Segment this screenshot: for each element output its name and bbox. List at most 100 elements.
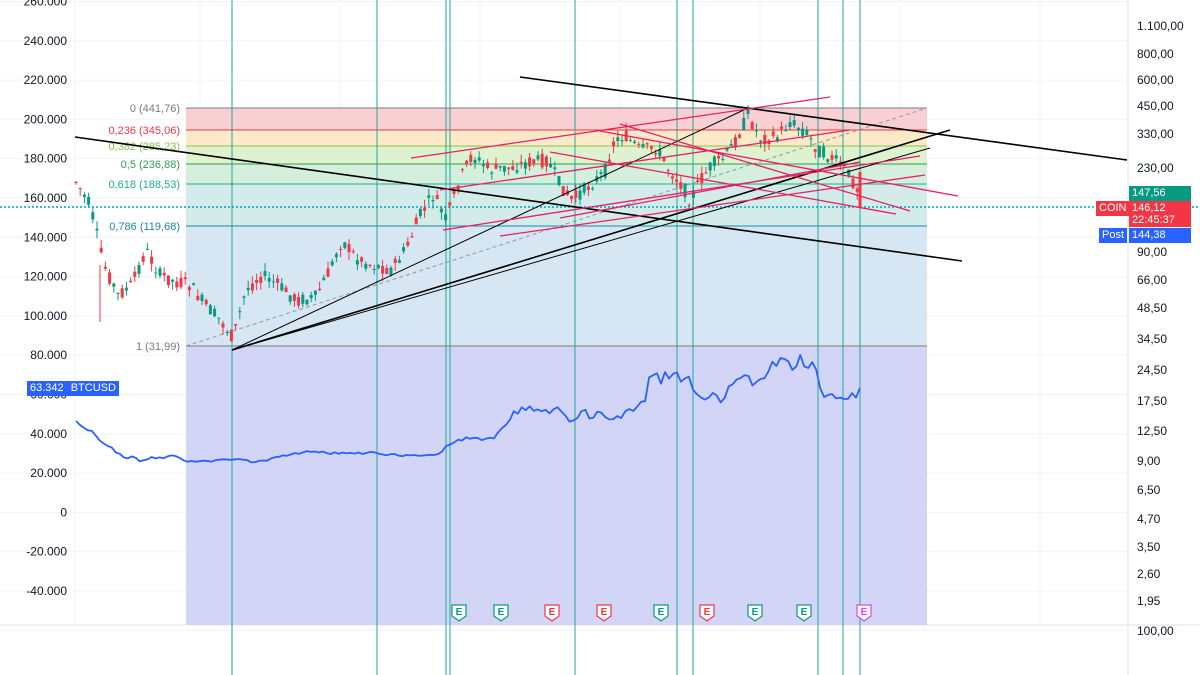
right-price-axis[interactable]: 1.100,00 800,00 600,00 450,00 330,00 230,00 90… [1127,0,1184,675]
candle-body [759,140,763,143]
post-price-tag: 144,38 [1129,228,1191,243]
earnings-marker[interactable]: E [451,604,467,622]
earnings-marker[interactable]: E [544,604,560,622]
candle-body [103,266,107,269]
candle-body [82,194,86,198]
candle-body [603,164,607,178]
right-axis-tick: 3,50 [1137,540,1161,554]
candle-body [691,190,695,198]
left-price-axis[interactable]: 260.000 240.000 220.000 200.000 180.000 160.0… [24,0,68,598]
earnings-marker-label: E [658,607,665,618]
candle-body [246,287,250,291]
earnings-marker[interactable]: E [747,604,763,622]
right-axis-tick: 17,50 [1137,394,1167,408]
candle-body [536,155,540,160]
candle-body [620,140,624,142]
candle-body [578,190,582,200]
candle-body [817,146,821,158]
earnings-marker-label: E [861,607,868,618]
fib-retracement: 0 (441,76)0,236 (345,06)0,382 (285,23)0,… [108,103,928,625]
left-axis-tick: 100.000 [24,309,68,323]
candle-body [515,170,519,173]
candle-body [586,186,590,190]
fib-band [186,146,927,164]
right-price-tag: 147,56 [1129,186,1191,201]
candle-body [675,179,679,182]
earnings-marker-shape [856,604,872,622]
candle-body [267,277,271,282]
candle-body [649,146,653,149]
candle-body [843,165,847,167]
candle-body [259,276,263,283]
candle-body [166,275,170,286]
right-axis-tick: 230,00 [1137,161,1174,175]
candle-body [822,146,826,158]
candle-body [700,173,704,184]
candle-body [796,127,800,131]
btc-symbol: BTCUSD [70,382,116,394]
candle-body [570,196,574,200]
candle-body [242,296,246,298]
candle-body [406,241,410,246]
candle-body [523,162,527,169]
candle-body [150,256,154,264]
candle-body [343,242,347,248]
earnings-marker[interactable]: E [493,604,509,622]
candle-body [368,264,372,266]
candle-body [393,258,397,263]
earnings-marker-label: E [704,607,711,618]
earnings-marker-label: E [549,607,556,618]
candle-body [553,167,557,170]
candle-body [355,260,359,265]
candle-body [599,171,603,174]
left-axis-tick: 220.000 [24,73,68,87]
fib-level-label: 0,236 (345,06) [108,125,180,137]
candle-body [473,159,477,163]
candle-body [637,143,641,145]
candle-body [712,156,716,166]
candle-body [616,137,620,142]
candle-body [612,141,616,147]
right-axis-tick: 2,60 [1137,567,1161,581]
earnings-marker-shape [747,604,763,622]
candle-body [633,141,637,143]
candle-body [360,257,364,262]
candle-body [494,163,498,169]
earnings-marker[interactable]: E [856,604,872,622]
coin-symbol: COIN [1099,202,1127,214]
candle-body [297,297,301,306]
candle-body [519,161,523,164]
candle-body [549,163,553,168]
candle-body [74,181,78,183]
earnings-marker[interactable]: E [653,604,669,622]
candle-body [162,272,166,276]
right-axis-tick: 4,70 [1137,512,1161,526]
candle-body [204,300,208,305]
fib-level-label: 0,786 (119,68) [109,221,180,233]
right-axis-tick: 48,50 [1137,301,1167,315]
left-axis-tick: -40.000 [26,584,67,598]
candle-body [78,188,82,190]
channel-line [439,129,851,191]
candle-body [322,277,326,281]
earnings-marker[interactable]: E [699,604,715,622]
left-axis-tick: 180.000 [24,152,68,166]
candle-body [607,159,611,162]
candle-body [196,295,200,301]
candle-body [481,163,485,167]
coin-price: 146,12 [1132,202,1166,214]
candle-body [687,205,691,207]
candle-body [465,160,469,164]
right-axis-tick: 330,00 [1137,127,1174,141]
candle-body [788,122,792,127]
candle-body [813,149,817,152]
earnings-marker[interactable]: E [596,604,612,622]
candle-body [292,294,296,301]
candle-body [339,248,343,250]
candle-body [658,149,662,157]
candle-body [225,331,229,334]
left-axis-tick: 160.000 [24,191,68,205]
earnings-marker[interactable]: E [796,604,812,622]
